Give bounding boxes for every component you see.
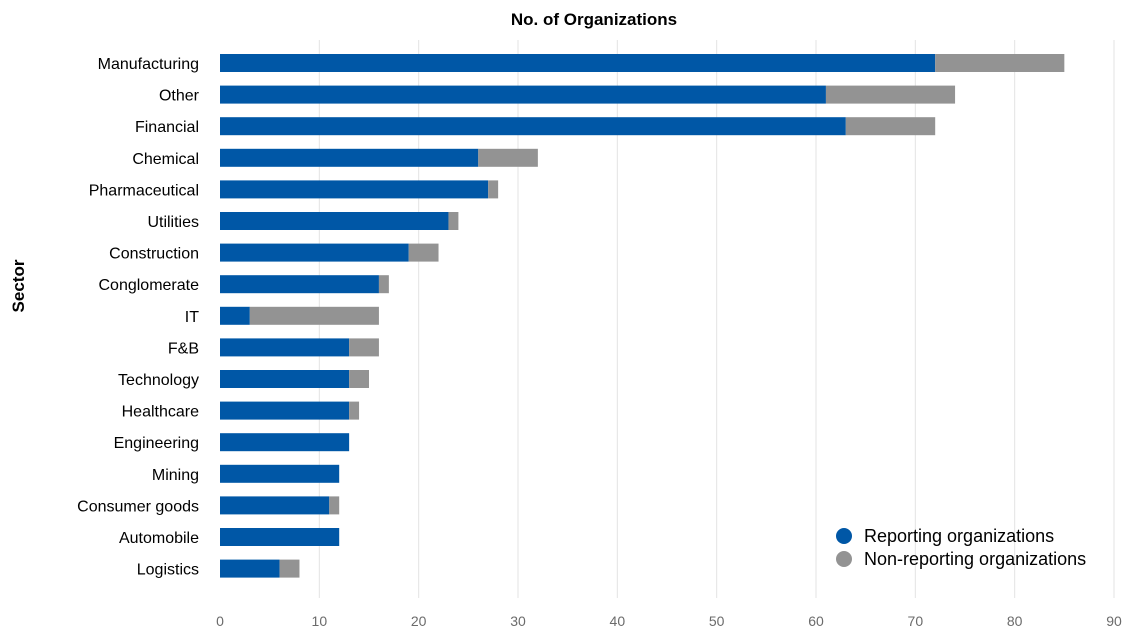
reporting-bar-segment [220, 54, 936, 72]
non-reporting-bar-segment [448, 212, 459, 230]
x-tick-label: 80 [1007, 613, 1023, 629]
category-label: Automobile [119, 530, 199, 547]
category-label: Manufacturing [98, 56, 199, 73]
category-label: Utilities [147, 214, 199, 231]
bars-layer [220, 54, 1065, 578]
reporting-bar-segment [220, 306, 250, 325]
non-reporting-bar-segment [279, 559, 300, 578]
x-tick-label: 0 [216, 613, 224, 629]
x-tick-label: 10 [312, 613, 328, 629]
category-label: Other [159, 88, 200, 105]
legend: Reporting organizations Non-reporting org… [836, 526, 1086, 569]
non-reporting-bar-segment [845, 117, 936, 136]
non-reporting-bar-segment [378, 275, 389, 294]
category-label: IT [185, 309, 199, 326]
non-reporting-bar-segment [349, 401, 360, 420]
non-reporting-bar-segment [408, 243, 439, 262]
non-reporting-bar-segment [825, 85, 956, 104]
category-label: Pharmaceutical [89, 182, 199, 199]
category-label: Chemical [132, 151, 199, 168]
category-label: Engineering [114, 435, 199, 452]
reporting-bar-segment [220, 148, 479, 167]
category-label: Technology [118, 372, 199, 389]
category-label: Conglomerate [99, 277, 200, 294]
non-reporting-bar-segment [488, 180, 499, 199]
reporting-bar-segment [220, 85, 826, 104]
legend-marker [836, 528, 852, 544]
category-label: Mining [152, 467, 199, 484]
non-reporting-bar-segment [478, 148, 538, 167]
category-label: Healthcare [122, 404, 199, 421]
reporting-bar-segment [220, 243, 409, 262]
reporting-bar-segment [220, 338, 350, 357]
reporting-bar-segment [220, 464, 340, 483]
legend-label: Non-reporting organizations [864, 549, 1086, 569]
y-axis-label: Sector [9, 259, 28, 312]
reporting-bar-segment [220, 275, 379, 294]
category-label: Construction [109, 246, 199, 263]
x-tick-label: 50 [709, 613, 725, 629]
reporting-bar-segment [220, 180, 489, 199]
reporting-bar-segment [220, 117, 846, 136]
x-tick-label: 40 [610, 613, 626, 629]
reporting-bar-segment [220, 433, 350, 452]
x-tick-label: 30 [510, 613, 526, 629]
legend-label: Reporting organizations [864, 526, 1054, 546]
reporting-bar-segment [220, 401, 350, 420]
non-reporting-bar-segment [329, 496, 340, 515]
legend-marker [836, 551, 852, 567]
category-label: Logistics [137, 562, 199, 579]
category-label: F&B [168, 340, 199, 357]
reporting-bar-segment [220, 370, 350, 388]
x-tick-label: 20 [411, 613, 427, 629]
chart-title: No. of Organizations [511, 10, 677, 29]
category-label: Consumer goods [77, 498, 199, 515]
non-reporting-bar-segment [935, 54, 1065, 72]
x-tick-labels: 0 10 20 30 40 50 60 70 80 90 [216, 613, 1122, 629]
non-reporting-bar-segment [349, 370, 369, 388]
x-tick-label: 60 [808, 613, 824, 629]
category-labels: Manufacturing Other Financial Chemical Pharm… [77, 56, 200, 579]
reporting-bar-segment [220, 559, 280, 578]
x-tick-label: 70 [908, 613, 924, 629]
x-tick-label: 90 [1106, 613, 1122, 629]
non-reporting-bar-segment [349, 338, 379, 357]
reporting-bar-segment [220, 528, 340, 546]
reporting-bar-segment [220, 212, 449, 230]
category-label: Financial [135, 119, 199, 136]
non-reporting-bar-segment [249, 306, 379, 325]
reporting-bar-segment [220, 496, 330, 515]
